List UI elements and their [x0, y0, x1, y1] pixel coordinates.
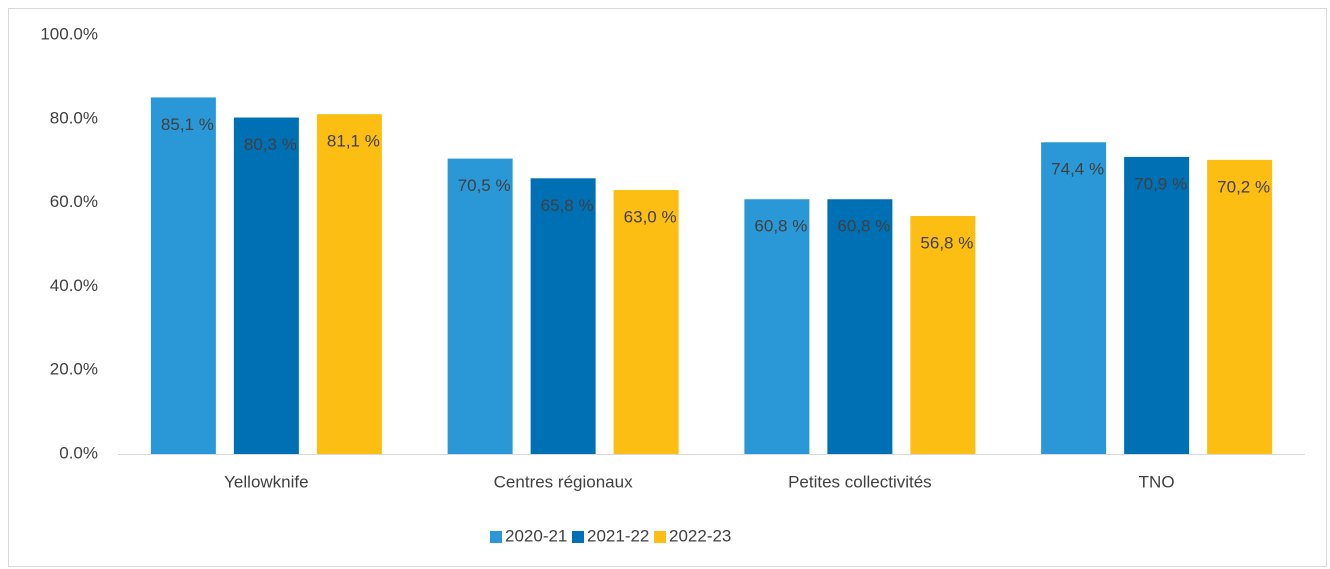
legend-swatch — [572, 531, 584, 543]
data-label: 56,8 % — [920, 233, 973, 252]
data-label: 60,8 % — [754, 217, 807, 236]
data-label: 70,2 % — [1217, 177, 1270, 196]
y-tick-label: 20.0% — [50, 360, 98, 379]
legend-swatch — [654, 531, 666, 543]
bar — [1041, 142, 1107, 455]
bar — [1207, 159, 1273, 454]
bar — [910, 216, 976, 454]
y-tick-label: 80.0% — [50, 108, 98, 127]
y-tick-label: 100.0% — [40, 24, 98, 43]
y-tick-label: 40.0% — [50, 276, 98, 295]
bar — [316, 114, 382, 454]
data-label: 70,9 % — [1134, 174, 1187, 193]
bar — [447, 158, 513, 455]
bar — [1124, 156, 1190, 454]
legend-swatch — [490, 531, 502, 543]
x-tick-label: TNO — [1139, 472, 1175, 491]
legend-label: 2020-21 — [505, 526, 567, 545]
bar — [530, 178, 596, 454]
y-tick-label: 60.0% — [50, 192, 98, 211]
data-label: 74,4 % — [1051, 160, 1104, 179]
data-label: 60,8 % — [837, 217, 890, 236]
data-label: 81,1 % — [327, 132, 380, 151]
bar — [744, 199, 810, 454]
x-tick-label: Petites collectivités — [788, 472, 932, 491]
x-tick-label: Yellowknife — [224, 472, 308, 491]
legend-label: 2022-23 — [669, 526, 731, 545]
bar — [613, 190, 679, 454]
bar — [827, 199, 893, 454]
data-label: 70,5 % — [458, 176, 511, 195]
data-label: 80,3 % — [244, 135, 297, 154]
x-tick-label: Centres régionaux — [494, 472, 633, 491]
data-label: 85,1 % — [161, 115, 214, 134]
y-tick-label: 0.0% — [59, 443, 98, 462]
data-label: 65,8 % — [541, 196, 594, 215]
legend-label: 2021-22 — [587, 526, 649, 545]
bar — [233, 117, 299, 454]
bar — [150, 97, 216, 454]
data-label: 63,0 % — [624, 208, 677, 227]
